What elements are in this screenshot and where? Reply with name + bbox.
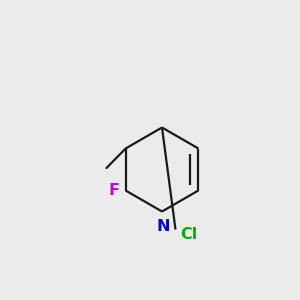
Text: N: N [157, 219, 170, 234]
Text: Cl: Cl [180, 227, 197, 242]
Text: F: F [108, 183, 119, 198]
